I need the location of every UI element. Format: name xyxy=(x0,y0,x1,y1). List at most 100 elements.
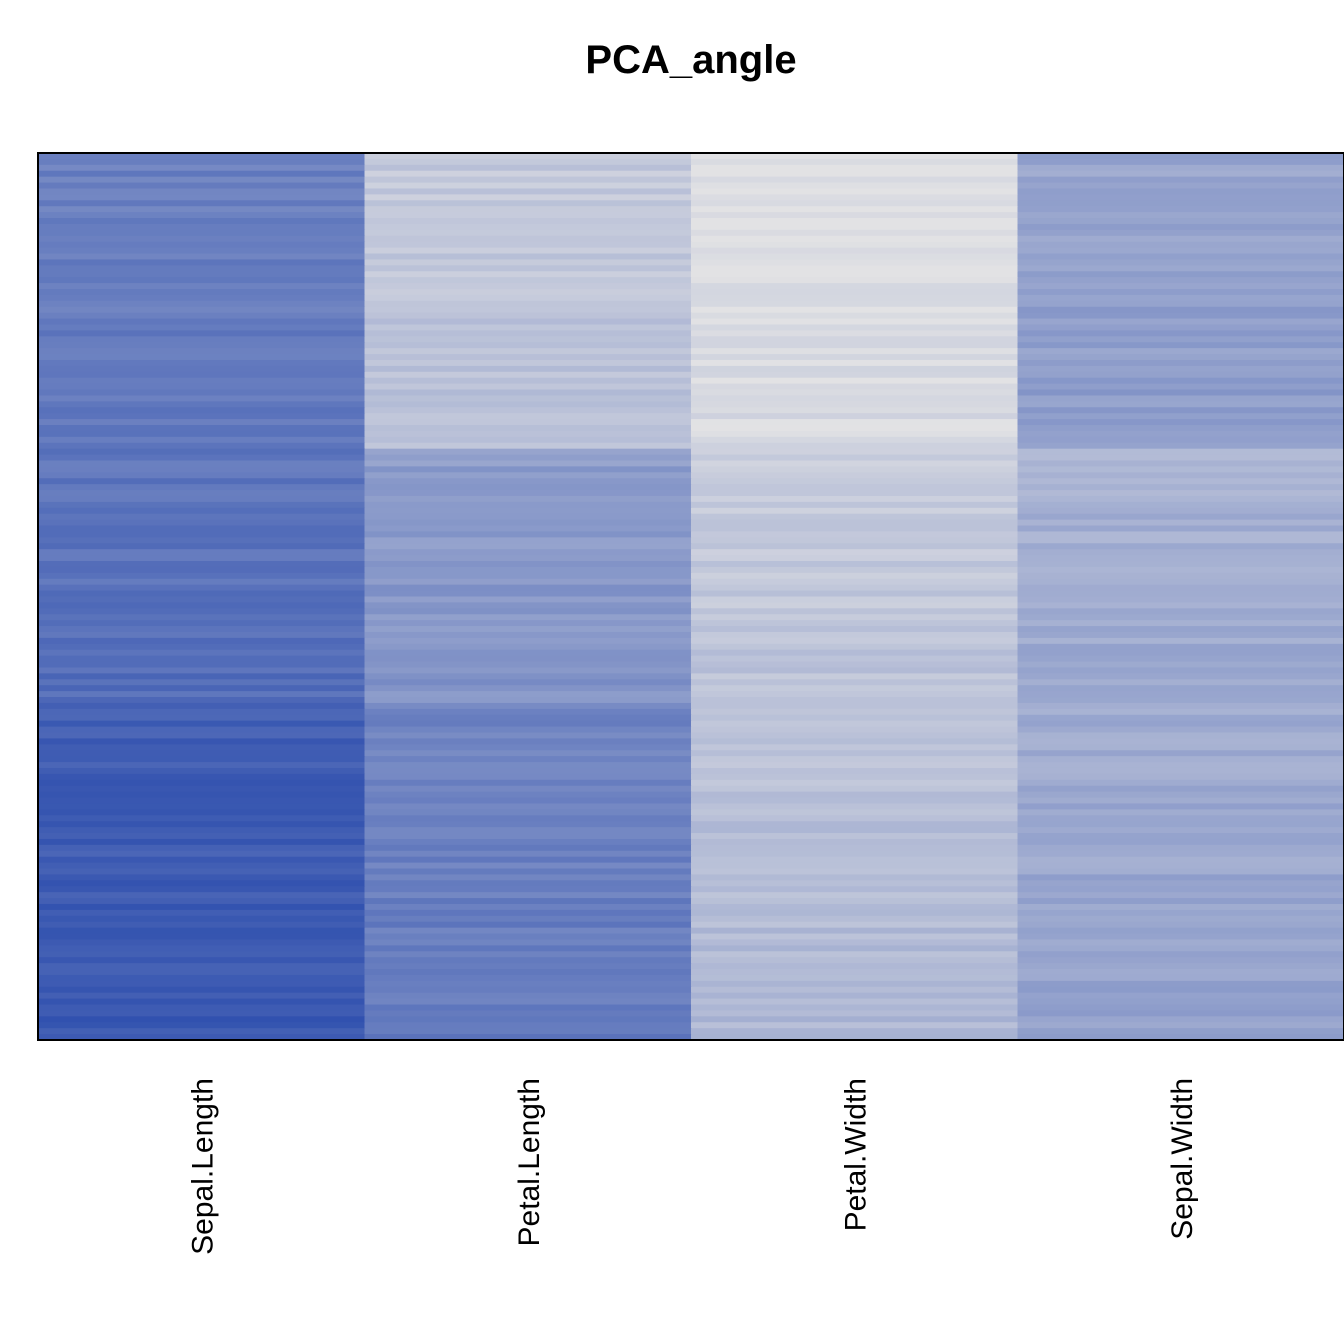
heatmap-cell xyxy=(38,809,366,816)
heatmap-cell xyxy=(1017,809,1344,816)
heatmap-cell xyxy=(691,821,1019,828)
heatmap-cell xyxy=(1017,590,1344,598)
heatmap-cell xyxy=(691,608,1019,615)
heatmap-cell xyxy=(691,265,1019,272)
heatmap-cell xyxy=(38,921,366,929)
heatmap-cell xyxy=(1017,691,1344,698)
heatmap-cell xyxy=(38,442,366,450)
heatmap-cell xyxy=(38,176,366,184)
heatmap-cell xyxy=(38,584,366,592)
heatmap-cell xyxy=(1017,200,1344,207)
heatmap-cell xyxy=(38,626,366,633)
heatmap-cell xyxy=(1017,933,1344,941)
heatmap-cell xyxy=(38,365,366,373)
heatmap-cell xyxy=(38,726,366,734)
heatmap-cell xyxy=(1017,939,1344,946)
heatmap-cell xyxy=(691,425,1019,432)
heatmap-cell xyxy=(38,513,366,521)
heatmap-cell xyxy=(691,188,1019,195)
heatmap-cell xyxy=(38,537,366,544)
heatmap-cell xyxy=(691,773,1019,781)
heatmap-cell xyxy=(691,283,1019,290)
heatmap-cell xyxy=(691,448,1019,456)
heatmap-cell xyxy=(691,655,1019,663)
heatmap-cell xyxy=(38,779,366,787)
heatmap-cell xyxy=(364,330,692,337)
heatmap-cell xyxy=(364,714,692,722)
heatmap-cell xyxy=(38,383,366,391)
heatmap-cell xyxy=(364,472,692,479)
heatmap-cell xyxy=(691,235,1019,243)
heatmap-cell xyxy=(1017,501,1344,509)
heatmap-cell xyxy=(364,708,692,716)
heatmap-cell xyxy=(364,200,692,207)
heatmap-cell xyxy=(1017,300,1344,308)
heatmap-cell xyxy=(1017,354,1344,361)
heatmap-cell xyxy=(38,419,366,426)
heatmap-cell xyxy=(38,359,366,367)
heatmap-cell xyxy=(364,206,692,213)
heatmap-cell xyxy=(38,797,366,805)
heatmap-cell xyxy=(691,407,1019,414)
heatmap-cell xyxy=(1017,1004,1344,1012)
heatmap-cell xyxy=(691,1022,1019,1029)
heatmap-cell xyxy=(38,785,366,793)
heatmap-cell xyxy=(1017,247,1344,255)
heatmap-cell xyxy=(691,927,1019,935)
heatmap-cell xyxy=(691,714,1019,722)
heatmap-cell xyxy=(1017,637,1344,645)
heatmap-cell xyxy=(364,856,692,864)
heatmap-cell xyxy=(691,342,1019,349)
heatmap-cell xyxy=(1017,998,1344,1006)
heatmap-cell xyxy=(1017,963,1344,970)
heatmap-cell xyxy=(364,495,692,503)
heatmap-cell xyxy=(364,791,692,799)
heatmap-cell xyxy=(1017,182,1344,190)
heatmap-cell xyxy=(691,413,1019,420)
heatmap-cell xyxy=(691,649,1019,657)
heatmap-cell xyxy=(691,945,1019,952)
heatmap-cell xyxy=(691,726,1019,734)
heatmap-cell xyxy=(364,324,692,331)
heatmap-cell xyxy=(691,348,1019,355)
heatmap-cell xyxy=(38,969,366,976)
heatmap-cell xyxy=(364,998,692,1006)
heatmap-cell xyxy=(38,395,366,402)
heatmap-cell xyxy=(691,566,1019,574)
heatmap-cell xyxy=(364,649,692,657)
heatmap-cell xyxy=(364,294,692,302)
heatmap-cell xyxy=(1017,951,1344,958)
heatmap-cell xyxy=(364,590,692,598)
heatmap-cell xyxy=(364,821,692,828)
heatmap-cell xyxy=(38,590,366,598)
heatmap-cell xyxy=(38,691,366,698)
heatmap-cell xyxy=(1017,454,1344,462)
heatmap-cell xyxy=(364,939,692,946)
heatmap-cell xyxy=(38,495,366,503)
heatmap-cell xyxy=(38,720,366,728)
heatmap-cell xyxy=(364,862,692,870)
heatmap-cell xyxy=(364,223,692,231)
heatmap-cell xyxy=(364,312,692,320)
heatmap-cell xyxy=(364,519,692,527)
heatmap-cell xyxy=(38,484,366,491)
heatmap-cell xyxy=(364,750,692,757)
heatmap-cell xyxy=(38,886,366,893)
heatmap-cell xyxy=(691,383,1019,391)
heatmap-cell xyxy=(1017,188,1344,195)
heatmap-cell xyxy=(691,289,1019,296)
heatmap-cell xyxy=(1017,732,1344,740)
heatmap-cell xyxy=(38,300,366,308)
heatmap-cell xyxy=(38,744,366,751)
heatmap-cell xyxy=(364,454,692,462)
heatmap-cell xyxy=(364,153,692,160)
heatmap-cell xyxy=(1017,436,1344,444)
heatmap-cell xyxy=(691,661,1019,669)
heatmap-cell xyxy=(1017,773,1344,781)
heatmap-cell xyxy=(691,892,1019,899)
heatmap-cell xyxy=(364,874,692,881)
heatmap-cell xyxy=(1017,827,1344,834)
heatmap-cell xyxy=(364,442,692,450)
heatmap-cell xyxy=(1017,176,1344,184)
heatmap-cell xyxy=(1017,815,1344,822)
